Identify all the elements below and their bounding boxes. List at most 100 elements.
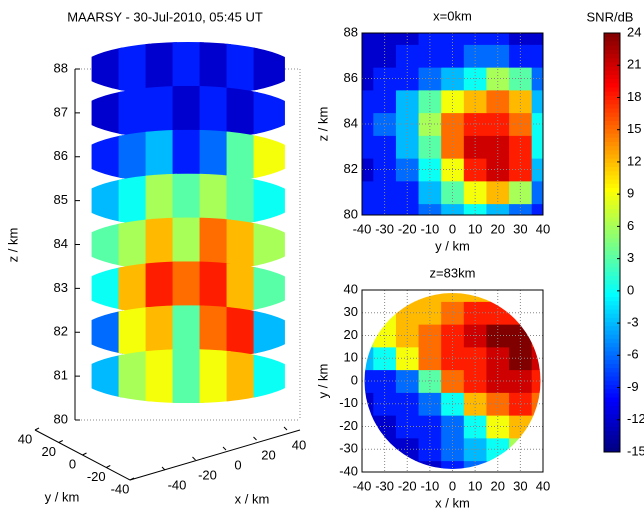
heat-cell [531, 112, 544, 136]
heat-cell [441, 44, 465, 68]
y-tick-label: 20 [42, 444, 56, 459]
colorbar-step [604, 305, 620, 311]
heat-cell [373, 44, 397, 68]
colorbar-step [604, 33, 620, 38]
y-tick-label: -40 [339, 463, 358, 478]
colorbar-step [604, 443, 620, 449]
x-axis [129, 429, 301, 481]
x-tick-label: -30 [375, 221, 394, 236]
heat-cell [362, 180, 374, 205]
slice-cell [253, 42, 285, 96]
heat-cell [531, 44, 544, 68]
y-tick-label: 84 [344, 115, 358, 130]
y-tick [34, 427, 40, 431]
colorbar-step [604, 116, 620, 122]
colorbar-tick-label: -3 [627, 315, 639, 330]
colorbar-tick-label: -6 [627, 347, 639, 362]
y-tick [58, 440, 63, 443]
heat-cell [509, 33, 533, 45]
heat-cell [463, 293, 487, 302]
colorbar-step [604, 200, 620, 206]
z-tick-label: 88 [54, 60, 68, 75]
x-tick-label: -10 [420, 478, 439, 493]
heat-cell [373, 346, 397, 371]
colorbar-step [604, 179, 620, 185]
heat-cell [418, 415, 442, 439]
heat-cell [441, 203, 465, 216]
colorbar-step [604, 246, 620, 252]
heat-cell [362, 112, 374, 136]
x-label: x / km [435, 495, 470, 510]
colorbar-tick-label: 15 [627, 121, 641, 136]
colorbar-step [604, 355, 620, 361]
colorbar-step [604, 292, 620, 298]
x-tick-label: 10 [468, 221, 482, 236]
heat-cell [531, 460, 541, 469]
slice-cell [118, 85, 150, 140]
colorbar-step [604, 326, 620, 331]
plot-frame [361, 32, 544, 216]
heat-cell [486, 33, 510, 45]
heat-cell [531, 33, 544, 45]
colorbar-step [604, 431, 620, 436]
heat-cell [531, 89, 544, 114]
slice-cell [226, 349, 258, 404]
colorbar-step [604, 410, 620, 415]
colorbar-tick-label: 24 [627, 24, 641, 39]
colorbar-step [604, 70, 620, 76]
colorbar-tick-label: 0 [627, 282, 634, 297]
x-tick-label: 30 [513, 221, 527, 236]
heat-cell [531, 67, 544, 91]
colorbar-step [604, 288, 620, 294]
heat-cell [486, 89, 510, 114]
colorbar-label: SNR/dB [587, 9, 634, 24]
heat-cell [373, 89, 397, 114]
heat-cell [463, 89, 487, 114]
x-tick [222, 446, 227, 451]
heat-cell [486, 203, 510, 216]
heat-cell [509, 203, 533, 216]
heat-cell [395, 203, 420, 216]
slice-cell [91, 305, 123, 360]
colorbar-step [604, 129, 620, 135]
colorbar-step [604, 393, 620, 399]
colorbar-step [604, 104, 620, 109]
colorbar-step [604, 125, 620, 130]
colorbar-step [604, 58, 620, 63]
slice-cell [253, 305, 285, 360]
slice-cell [172, 349, 204, 404]
x-label: y / km [435, 238, 470, 253]
slice-cell [91, 217, 123, 272]
y-tick-label: 80 [344, 206, 358, 221]
slice-cell [226, 217, 258, 272]
heat-cell [531, 135, 544, 159]
colorbar-step [604, 229, 620, 235]
slice-cell [253, 349, 285, 404]
heat-cell [364, 293, 374, 302]
colorbar-step [604, 296, 620, 302]
colorbar-step [604, 359, 620, 365]
heat-cell [364, 415, 374, 439]
z-tick-label: 82 [54, 324, 68, 339]
heat-cell [486, 44, 510, 68]
heat-cell [418, 158, 442, 182]
heat-cell [441, 89, 465, 114]
heat-cell [364, 437, 374, 462]
slice-cell [91, 261, 123, 316]
colorbar-step [604, 192, 620, 197]
y-tick-label: 30 [344, 304, 358, 319]
colorbar-step [604, 95, 620, 101]
y-tick [82, 452, 87, 456]
x-tick-label: 0 [449, 478, 456, 493]
heat-cell [395, 293, 420, 302]
heat-cell [418, 203, 442, 216]
z-tick-label: 83 [54, 280, 68, 295]
slice-cell [226, 305, 258, 360]
x-tick-label: 20 [491, 478, 505, 493]
y-tick-label: -10 [339, 395, 358, 410]
heat-cell [362, 135, 374, 159]
colorbar-step [604, 137, 620, 143]
x-tick-label: 20 [491, 221, 505, 236]
colorbar-step [604, 196, 620, 202]
heat-cell [486, 293, 510, 302]
